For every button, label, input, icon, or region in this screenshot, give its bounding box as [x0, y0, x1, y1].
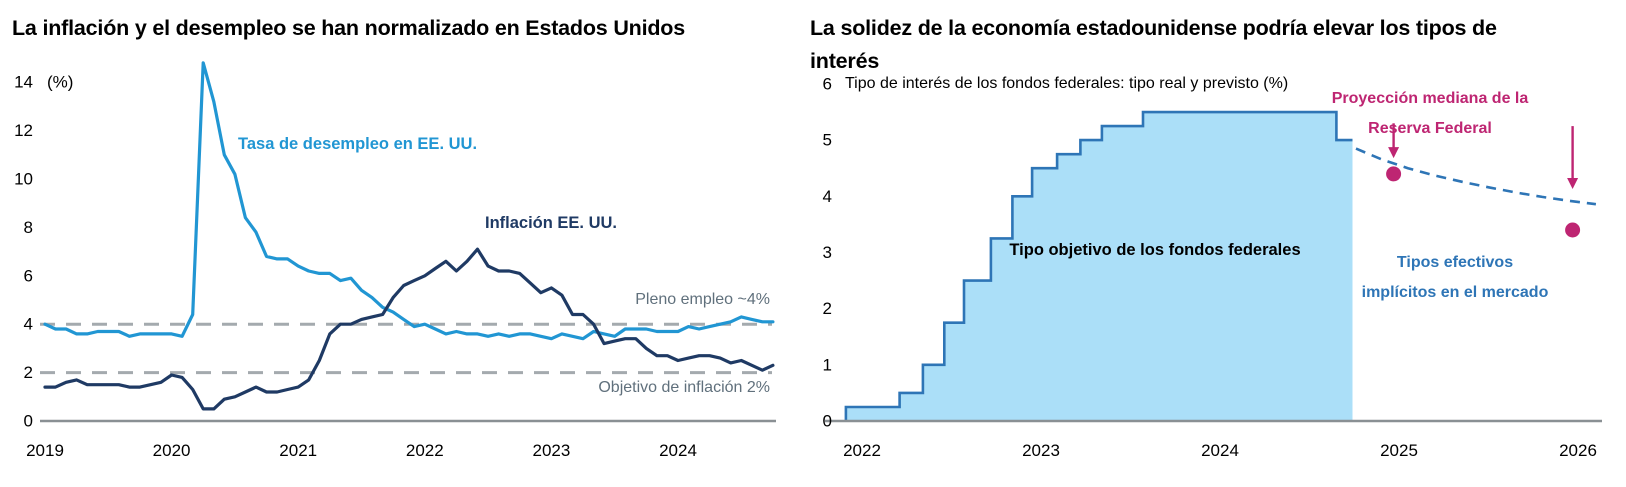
x-axis-tick: 2026	[1559, 441, 1597, 460]
x-axis-tick: 2021	[279, 441, 317, 460]
fed-projection-dot	[1386, 166, 1402, 182]
market-implied-label-line1: Tipos efectivos	[1396, 254, 1514, 271]
target-rate-outline	[844, 110, 1353, 421]
x-axis-tick: 2019	[26, 441, 64, 460]
series-line	[43, 61, 775, 341]
x-axis-tick: 2020	[153, 441, 191, 460]
y-axis-tick: 8	[24, 218, 33, 237]
x-axis-tick: 2024	[659, 441, 697, 460]
fed-projection-label-line1: Proyección mediana de la	[1331, 90, 1529, 107]
market-implied-label-line2: implícitos en el mercado	[1361, 284, 1549, 301]
y-axis-tick: 0	[823, 412, 832, 431]
unemployment-inflation-panel: 0 2 4 6 8 10 12 14 (%) 2019 2020 2021 2022 2023 2024 L…	[0, 0, 790, 487]
fed-funds-chart-svg: 0 1 2 3 4 5 6 2022 2023 2024 2025 2026	[823, 75, 1602, 460]
right-chart-subtitle: Tipo de interés de los fondos federales:…	[845, 75, 1289, 92]
projection-arrow-head	[1388, 147, 1400, 159]
fed-funds-panel: 0 1 2 3 4 5 6 2022 2023 2024 2025 2026 La solidez d…	[790, 0, 1626, 487]
unemployment-inflation-chart-svg: 0 2 4 6 8 10 12 14 (%) 2019 2020 2021 2022 2023 2024	[14, 61, 776, 460]
inflation-target-reference-label: Objetivo de inflación 2%	[598, 379, 770, 396]
x-axis-tick: 2022	[406, 441, 444, 460]
fed-projection-label-line2: Reserva Federal	[1368, 120, 1492, 137]
y-axis-tick: 5	[823, 131, 832, 150]
unemployment-series-label: Tasa de desempleo en EE. UU.	[238, 135, 478, 153]
fed-projection-dot	[1565, 222, 1581, 238]
fed-projection-label: Proyección mediana de la Reserva Federal	[1295, 84, 1565, 144]
projection-arrow-head	[1567, 178, 1579, 189]
fed-funds-target-label: Tipo objetivo de los fondos federales	[1009, 241, 1301, 259]
y-axis-tick: 14	[14, 73, 33, 92]
y-axis-tick: 12	[14, 121, 33, 140]
y-axis-unit-label: (%)	[47, 73, 73, 92]
x-axis-tick: 2023	[532, 441, 570, 460]
x-axis-tick: 2023	[1022, 441, 1060, 460]
y-axis-tick: 3	[823, 243, 832, 262]
full-employment-reference-label: Pleno empleo ~4%	[635, 291, 770, 308]
y-axis-tick: 2	[823, 299, 832, 318]
y-axis-tick: 6	[24, 266, 33, 285]
target-rate-area	[845, 112, 1353, 421]
market-implied-label: Tipos efectivos implícitos en el mercado	[1320, 248, 1590, 308]
x-axis-tick: 2022	[843, 441, 881, 460]
series-line	[43, 247, 775, 411]
market-implied-dashed-line	[1355, 147, 1597, 206]
y-axis-tick: 2	[24, 363, 33, 382]
right-chart-title: La solidez de la economía estadounidense…	[810, 16, 1497, 73]
x-axis-tick: 2025	[1380, 441, 1418, 460]
y-axis-tick: 1	[823, 355, 832, 374]
left-chart-title: La inflación y el desempleo se han norma…	[12, 16, 685, 40]
y-axis-tick: 4	[823, 187, 832, 206]
y-axis-tick: 6	[823, 75, 832, 94]
y-axis-tick: 4	[24, 315, 33, 334]
y-axis-tick: 10	[14, 170, 33, 189]
x-axis-tick: 2024	[1201, 441, 1239, 460]
inflation-series-label: Inflación EE. UU.	[485, 214, 618, 232]
y-axis-tick: 0	[24, 412, 33, 431]
